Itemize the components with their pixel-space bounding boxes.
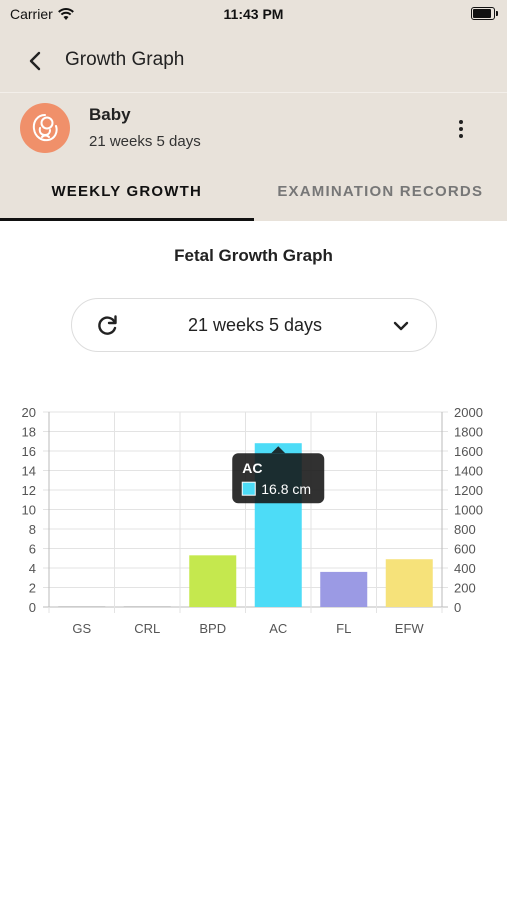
chevron-down-icon[interactable]: [390, 315, 412, 337]
y-left-tick-label: 6: [29, 542, 36, 557]
graph-title: Fetal Growth Graph: [174, 246, 333, 265]
y-left-tick-label: 18: [22, 425, 36, 440]
tooltip-swatch: [241, 481, 256, 496]
chart-svg: 0246810121416182002004006008001000120014…: [22, 405, 483, 636]
bar-efw: [385, 559, 433, 607]
wifi-icon: [57, 8, 74, 20]
y-left-tick-label: 4: [29, 561, 36, 576]
bar-gs: [58, 606, 106, 607]
more-options-icon[interactable]: [451, 117, 471, 141]
y-right-tick-label: 2000: [454, 405, 483, 420]
avatar: [20, 103, 70, 153]
x-tick-label: CRL: [134, 621, 160, 636]
bar-bpd: [189, 555, 237, 607]
y-left-tick-label: 20: [22, 405, 36, 420]
tooltip-arrow: [271, 446, 286, 454]
bar-fl: [320, 571, 368, 607]
baby-age: 21 weeks 5 days: [89, 133, 201, 150]
y-right-tick-label: 600: [454, 542, 476, 557]
y-right-tick-label: 1000: [454, 503, 483, 518]
y-left-tick-label: 14: [22, 464, 36, 479]
y-left-tick-label: 2: [29, 581, 36, 596]
y-left-tick-label: 10: [22, 503, 36, 518]
y-right-tick-label: 800: [454, 522, 476, 537]
baby-name: Baby: [89, 105, 131, 124]
x-tick-label: GS: [72, 621, 91, 636]
status-time: 11:43 PM: [223, 6, 284, 22]
week-selector[interactable]: 21 weeks 5 days: [71, 298, 437, 352]
page-title: Growth Graph: [65, 49, 185, 70]
y-left-tick-label: 0: [29, 600, 36, 615]
fetal-growth-chart: 0 2 4 6 8 10 12 14 16 18 20 0 200 400 600 800 1000 1200 14…: [0, 395, 507, 655]
back-arrow-icon[interactable]: [24, 49, 48, 73]
tab-examination-records[interactable]: EXAMINATION RECORDS: [277, 183, 484, 200]
y-right-tick-label: 1400: [454, 464, 483, 479]
baby-profile: Baby 21 weeks 5 days: [0, 92, 507, 166]
refresh-icon[interactable]: [94, 313, 120, 339]
y-right-tick-label: 1600: [454, 444, 483, 459]
tab-bar: WEEKLY GROWTH EXAMINATION RECORDS: [0, 166, 507, 221]
tooltip-title: AC: [242, 460, 262, 476]
y-right-tick-label: 400: [454, 561, 476, 576]
carrier-label: Carrier: [10, 6, 53, 22]
status-bar: Carrier 11:43 PM: [0, 0, 507, 30]
y-right-tick-label: 1800: [454, 425, 483, 440]
x-tick-label: AC: [269, 621, 287, 636]
carrier-info: Carrier: [10, 6, 75, 22]
y-left-tick-label: 12: [22, 483, 36, 498]
nav-bar: Growth Graph: [0, 30, 507, 92]
y-left-tick-label: 8: [29, 522, 36, 537]
y-right-tick-label: 1200: [454, 483, 483, 498]
tab-weekly-growth[interactable]: WEEKLY GROWTH: [0, 166, 254, 221]
x-tick-label: BPD: [199, 621, 226, 636]
y-right-tick-label: 0: [454, 600, 461, 615]
fetus-icon: [32, 114, 58, 142]
x-tick-label: EFW: [395, 621, 425, 636]
y-right-tick-label: 200: [454, 581, 476, 596]
tooltip-value: 16.8 cm: [261, 481, 311, 497]
y-left-tick-label: 16: [22, 444, 36, 459]
bar-crl: [123, 606, 171, 607]
x-tick-label: FL: [336, 621, 351, 636]
week-selector-value: 21 weeks 5 days: [187, 315, 323, 335]
battery-icon: [471, 7, 498, 20]
